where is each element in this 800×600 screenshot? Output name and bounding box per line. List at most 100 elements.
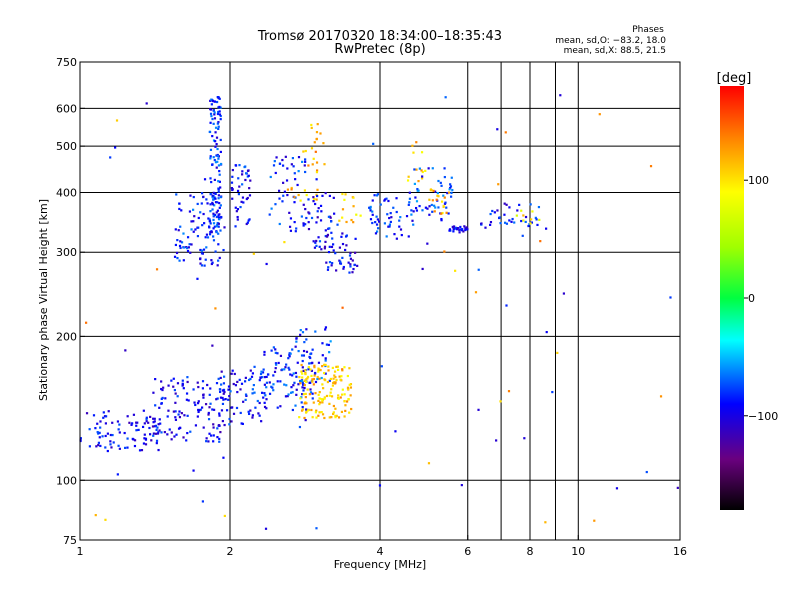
data-point	[79, 439, 82, 443]
data-point	[206, 383, 209, 387]
data-point	[496, 209, 499, 212]
colorbar-ticks: 100 0 −100	[744, 174, 778, 423]
data-point	[298, 375, 301, 379]
data-point	[313, 141, 316, 144]
data-point	[215, 136, 219, 139]
data-point	[218, 256, 221, 260]
data-point	[152, 434, 155, 437]
data-point	[385, 197, 388, 200]
data-point	[154, 432, 158, 435]
data-point	[301, 359, 304, 363]
data-point	[236, 208, 240, 211]
data-point	[340, 393, 344, 396]
data-point	[118, 447, 121, 450]
data-point	[315, 527, 318, 530]
data-point	[539, 240, 542, 243]
data-point	[217, 197, 220, 200]
data-point	[334, 252, 337, 255]
data-point	[154, 424, 158, 427]
data-point	[116, 473, 119, 476]
data-point	[349, 263, 352, 266]
data-point	[310, 408, 313, 412]
data-point	[217, 222, 220, 225]
data-point	[427, 462, 431, 465]
data-point	[218, 412, 221, 415]
data-point	[213, 158, 216, 162]
data-point	[252, 383, 255, 387]
data-point	[309, 356, 312, 360]
data-point	[441, 211, 444, 215]
colorbar-tick-label: 0	[748, 292, 755, 305]
data-point	[148, 426, 151, 430]
data-point	[216, 112, 220, 116]
data-point	[205, 233, 209, 236]
data-point	[281, 368, 284, 371]
data-point	[338, 375, 341, 378]
data-point	[92, 414, 96, 417]
data-point	[241, 196, 245, 199]
data-point	[186, 380, 189, 384]
data-point	[263, 353, 266, 356]
data-point	[212, 191, 215, 194]
data-point	[317, 399, 320, 403]
data-point	[328, 215, 332, 218]
data-point	[196, 415, 199, 418]
data-point	[388, 223, 392, 226]
data-point	[341, 208, 345, 211]
data-point	[302, 150, 305, 153]
data-point	[408, 201, 411, 204]
data-point	[251, 414, 254, 417]
data-point	[336, 223, 339, 226]
data-point	[327, 343, 330, 347]
data-point	[430, 203, 433, 207]
data-point	[297, 383, 300, 386]
data-point	[440, 184, 443, 187]
data-point	[88, 445, 91, 448]
data-point	[215, 215, 218, 219]
data-point	[300, 379, 303, 383]
data-point	[424, 206, 427, 209]
data-point	[289, 352, 292, 355]
data-point	[217, 180, 220, 183]
data-point	[118, 431, 121, 434]
data-point	[216, 223, 219, 226]
data-point	[212, 212, 215, 215]
data-point	[211, 196, 214, 199]
data-point	[219, 186, 222, 189]
data-point	[387, 225, 390, 228]
data-point	[298, 425, 302, 429]
data-point	[216, 147, 219, 151]
data-point	[338, 259, 341, 262]
data-point	[299, 199, 302, 202]
data-point	[232, 382, 235, 386]
data-point	[437, 206, 440, 209]
data-point	[217, 121, 220, 124]
data-point	[301, 393, 304, 396]
data-point	[79, 438, 82, 441]
x-axis-label: Frequency [MHz]	[334, 558, 426, 571]
data-point	[315, 221, 318, 224]
data-point	[315, 198, 318, 201]
data-point	[218, 206, 221, 209]
data-point	[295, 340, 298, 343]
data-point	[328, 416, 331, 419]
data-point	[374, 221, 377, 224]
data-point	[420, 169, 423, 172]
data-point	[323, 363, 326, 366]
data-point	[317, 370, 320, 373]
data-point	[218, 169, 221, 173]
data-point	[151, 425, 155, 428]
data-point	[130, 423, 133, 426]
data-point	[316, 210, 319, 213]
data-point	[460, 484, 463, 487]
data-point	[145, 102, 148, 105]
data-point	[217, 424, 221, 427]
data-point	[435, 198, 438, 201]
data-point	[375, 230, 379, 233]
data-point	[191, 208, 195, 211]
data-point	[160, 431, 163, 434]
data-point	[99, 420, 102, 423]
data-point	[300, 354, 304, 357]
data-point	[272, 383, 275, 386]
data-point	[321, 401, 324, 404]
